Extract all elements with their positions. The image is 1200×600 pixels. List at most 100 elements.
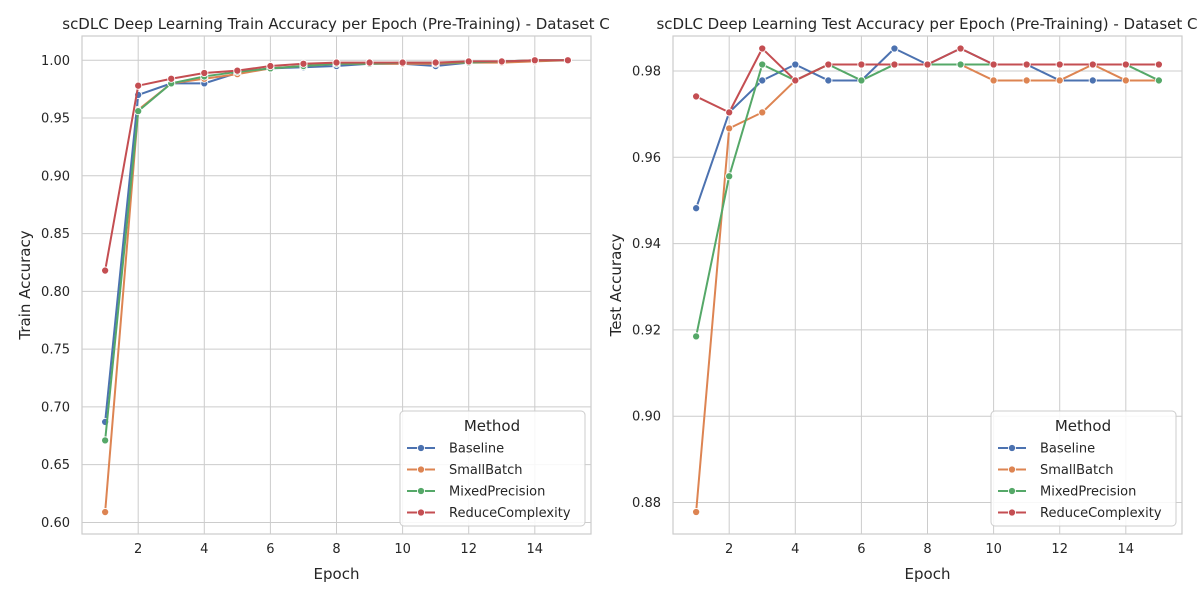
data-point — [1055, 60, 1064, 69]
legend-marker — [1007, 486, 1017, 496]
y-tick-label: 0.65 — [41, 458, 70, 473]
x-tick-label: 14 — [527, 542, 544, 557]
data-point — [1022, 60, 1031, 69]
y-tick-label: 0.90 — [632, 410, 661, 425]
chart-panel-2: 2 4 6 8 10 12 14 0.88 0.90 0.92 0.94 0.96 0.98 scDLC … — [607, 15, 1198, 583]
data-point — [725, 172, 734, 181]
legend-label: ReduceComplexity — [1040, 506, 1162, 521]
x-axis-label: Epoch — [314, 565, 360, 583]
data-point — [1088, 60, 1097, 69]
legend-label: ReduceComplexity — [449, 506, 571, 521]
x-tick-label: 8 — [332, 542, 340, 557]
x-tick-label: 2 — [725, 542, 733, 557]
x-tick-label: 4 — [791, 542, 799, 557]
data-point — [497, 57, 506, 66]
data-point — [857, 60, 866, 69]
data-point — [758, 76, 767, 85]
data-point — [134, 107, 143, 116]
data-point — [464, 57, 473, 66]
legend-marker — [1007, 465, 1017, 474]
legend-marker — [1007, 508, 1017, 517]
legend-marker — [1007, 443, 1017, 453]
data-point — [1088, 76, 1097, 85]
plot-frame — [672, 35, 1183, 535]
data-point — [857, 76, 866, 85]
data-point — [266, 61, 275, 71]
data-point — [332, 58, 341, 67]
x-tick-label: 8 — [923, 542, 931, 557]
x-tick-label: 6 — [266, 542, 274, 557]
y-tick-label: 0.96 — [632, 151, 661, 166]
data-point — [1154, 76, 1163, 85]
x-axis-label: Epoch — [905, 565, 951, 583]
data-point — [758, 44, 767, 53]
y-tick-label: 0.88 — [632, 496, 661, 511]
data-point — [692, 332, 701, 341]
x-tick-label: 2 — [134, 542, 142, 557]
data-point — [890, 44, 899, 53]
data-point — [101, 507, 110, 517]
data-point — [431, 58, 440, 67]
data-point — [134, 81, 143, 90]
data-point — [365, 58, 374, 67]
plot-frame — [81, 35, 592, 535]
series-ReduceComplexity — [101, 56, 572, 275]
data-point — [791, 60, 800, 69]
legend-entry: MixedPrecision — [998, 485, 1136, 500]
series-ReduceComplexity — [692, 44, 1163, 117]
legend-marker — [416, 465, 426, 474]
data-point — [200, 68, 209, 78]
data-point — [791, 76, 800, 85]
chart-panel-1: 2 4 6 8 10 12 14 0.60 0.65 0.70 0.75 0.80 0.85 0.90 0.… — [16, 15, 610, 583]
data-point — [725, 108, 734, 117]
legend-label: Baseline — [1040, 442, 1095, 457]
x-tick-label: 4 — [200, 542, 208, 557]
legend-box — [399, 410, 586, 527]
data-point — [758, 60, 767, 69]
x-tick-label: 10 — [985, 542, 1002, 557]
legend-label: MixedPrecision — [1040, 485, 1136, 500]
legend-marker — [416, 443, 426, 453]
data-point — [692, 507, 701, 517]
data-point — [233, 66, 242, 75]
data-point — [398, 58, 407, 67]
x-tick-label: 12 — [460, 542, 477, 557]
legend-title: Method — [464, 417, 520, 435]
legend-label: Baseline — [449, 442, 504, 457]
x-tick-label: 10 — [394, 542, 411, 557]
y-tick-label: 0.70 — [41, 400, 70, 415]
legend-marker — [416, 486, 426, 496]
data-point — [989, 76, 998, 85]
data-point — [1121, 60, 1130, 69]
y-tick-label: 1.00 — [41, 54, 70, 69]
legend-entry: SmallBatch — [998, 463, 1113, 478]
y-tick-label: 0.95 — [41, 112, 70, 127]
data-point — [692, 92, 701, 101]
y-tick-label: 0.85 — [41, 227, 70, 242]
legend-entry: Baseline — [407, 442, 504, 457]
x-tick-label: 6 — [857, 542, 865, 557]
legend-label: SmallBatch — [449, 463, 522, 478]
data-point — [824, 60, 833, 69]
data-point — [890, 60, 899, 69]
data-point — [956, 44, 965, 53]
legend-label: SmallBatch — [1040, 463, 1113, 478]
legend: Method Baseline SmallBatch MixedPrecision Re… — [399, 410, 586, 527]
legend-title: Method — [1055, 417, 1111, 435]
legend-entry: ReduceComplexity — [407, 506, 571, 521]
data-point — [1154, 60, 1163, 69]
data-point — [1022, 76, 1031, 85]
legend-entry: ReduceComplexity — [998, 506, 1162, 521]
y-tick-label: 0.80 — [41, 285, 70, 300]
y-tick-label: 0.94 — [632, 237, 661, 252]
legend-marker — [416, 508, 426, 517]
legend-entry: SmallBatch — [407, 463, 522, 478]
x-tick-label: 12 — [1051, 542, 1068, 557]
data-point — [563, 56, 572, 65]
data-point — [758, 108, 767, 117]
y-axis-label: Test Accuracy — [607, 233, 625, 337]
y-tick-label: 0.92 — [632, 323, 661, 338]
chart-title: scDLC Deep Learning Test Accuracy per Ep… — [656, 15, 1197, 33]
data-point — [692, 204, 701, 213]
